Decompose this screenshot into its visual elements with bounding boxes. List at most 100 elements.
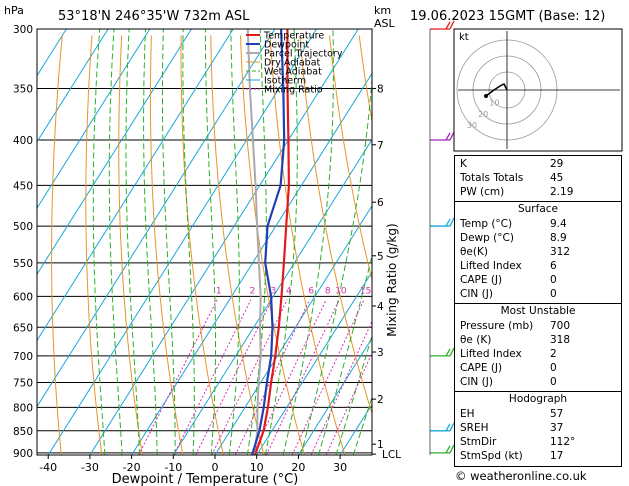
mixing-ratio-label: 10 [335, 286, 347, 296]
wind-barb-flag [445, 445, 451, 454]
legend-entry: Parcel Trajectory [264, 49, 343, 60]
isotherm-line [172, 138, 372, 455]
height-tick-label: 3 [377, 347, 384, 359]
mixing-ratio-axis-label: Mixing Ratio (g/kg) [385, 223, 399, 336]
index-label: K [460, 158, 467, 170]
height-tick-label: 7 [377, 140, 384, 152]
isotherm-line [89, 29, 359, 455]
wind-barb-flag [445, 218, 451, 227]
axis-layer: 300350400450500550600650700750800850900-… [13, 24, 401, 474]
index-row: Totals Totals 45 [455, 171, 621, 185]
mixing-ratio-label: 4 [286, 286, 292, 296]
legend-entry: Wet Adiabat [264, 67, 322, 78]
mixing-ratio-line [310, 320, 372, 455]
index-row: CIN (J) 0 [455, 287, 621, 301]
mixing-ratio-label: 15 [360, 286, 371, 296]
pressure-unit-label: hPa [4, 4, 24, 17]
pressure-tick-label: 800 [13, 402, 33, 414]
index-value: 700 [550, 320, 571, 332]
mixing-ratio-line [265, 299, 340, 455]
height-tick-label: 6 [377, 197, 384, 209]
legend-entry: Dry Adiabat [264, 58, 321, 69]
index-label: CIN (J) [460, 376, 493, 388]
copyright-footer: © weatheronline.co.uk [455, 469, 587, 483]
dry-adiabat-line [240, 35, 305, 455]
pressure-tick-label: 400 [13, 135, 33, 147]
index-label: θe(K) [460, 246, 488, 258]
index-value: 6 [550, 260, 557, 272]
wind-barb-flag [445, 423, 451, 432]
pressure-tick-label: 850 [13, 426, 33, 438]
indices-panel: K 29 Totals Totals 45 PW (cm) 2.19 Surface Te… [454, 155, 622, 467]
index-value: 312 [550, 246, 571, 258]
isotherm-line [37, 29, 151, 209]
pressure-tick-label: 300 [13, 24, 33, 36]
hodograph-point [484, 94, 488, 98]
mixing-ratio-line [291, 299, 365, 455]
index-value: 0 [550, 362, 557, 374]
index-value: 0 [550, 376, 557, 388]
dry-adiabat-line [269, 35, 346, 455]
index-label: EH [460, 408, 475, 420]
mixing-ratio-line [195, 299, 273, 455]
isotherm-line [37, 29, 276, 408]
dry-adiabat-line [180, 35, 224, 455]
most-unstable-section: Most Unstable Pressure (mb) 700 θe (K) 318 L… [455, 303, 621, 389]
height-tick-label: 1 [377, 439, 384, 451]
mixing-ratio-line [211, 299, 288, 455]
temperature-tick-label: 10 [250, 461, 264, 474]
wind-barb-flag [449, 217, 455, 227]
index-label: Lifted Index [460, 260, 522, 272]
pressure-tick-label: 350 [13, 83, 33, 95]
wet-adiabat-line [143, 29, 158, 455]
index-row: θe (K) 318 [455, 333, 621, 347]
wind-barbs [429, 20, 455, 455]
index-row: K 29 [455, 157, 621, 171]
height-tick-label: 2 [377, 394, 384, 406]
dewpoint-line [251, 29, 286, 455]
index-value: 0 [550, 288, 557, 300]
plot-frame [36, 28, 373, 456]
temperature-line [253, 29, 290, 455]
temperature-tick-label: 30 [333, 461, 347, 474]
temperature-tick-label: 20 [291, 461, 305, 474]
index-label: SREH [460, 422, 489, 434]
hodograph-ring-label: 30 [467, 121, 477, 130]
hodograph-trace [485, 82, 508, 97]
index-label: CIN (J) [460, 288, 493, 300]
isotherm-line [214, 204, 372, 455]
mixing-ratio-label: 6 [308, 286, 314, 296]
dry-adiabat-line [210, 35, 265, 455]
index-value: 9.4 [550, 218, 567, 230]
wind-barb-flag [445, 132, 451, 141]
index-row: EH 57 [455, 407, 621, 421]
dry-adiabat-line [118, 35, 143, 455]
index-value: 29 [550, 158, 564, 170]
surface-title: Surface [517, 203, 558, 215]
isotherm-line [37, 29, 109, 143]
wet-adiabat-line [352, 395, 372, 455]
index-row: PW (cm) 2.19 [455, 185, 621, 199]
wind-barb-flag [449, 20, 455, 30]
index-value: 0 [550, 274, 557, 286]
height-unit-km: km [374, 4, 391, 17]
index-label: Totals Totals [460, 172, 524, 184]
datetime-title: 19.06.2023 15GMT (Base: 12) [410, 9, 605, 24]
dry-adiabat-line [358, 35, 372, 124]
grid-layer [37, 29, 372, 455]
index-label: PW (cm) [460, 186, 505, 198]
index-value: 17 [550, 450, 564, 462]
mixing-ratio-label: 3 [271, 286, 277, 296]
most-unstable-title: Most Unstable [500, 305, 576, 317]
pressure-tick-label: 450 [13, 180, 33, 192]
index-row: Pressure (mb) 700 [455, 319, 621, 333]
index-row: SREH 37 [455, 421, 621, 435]
wet-adiabat-line [125, 29, 140, 455]
height-tick-label: 8 [377, 83, 384, 95]
index-row: Lifted Index 6 [455, 259, 621, 273]
index-row: StmDir 112° [455, 435, 621, 449]
hodograph-ring-label: 10 [489, 99, 499, 108]
